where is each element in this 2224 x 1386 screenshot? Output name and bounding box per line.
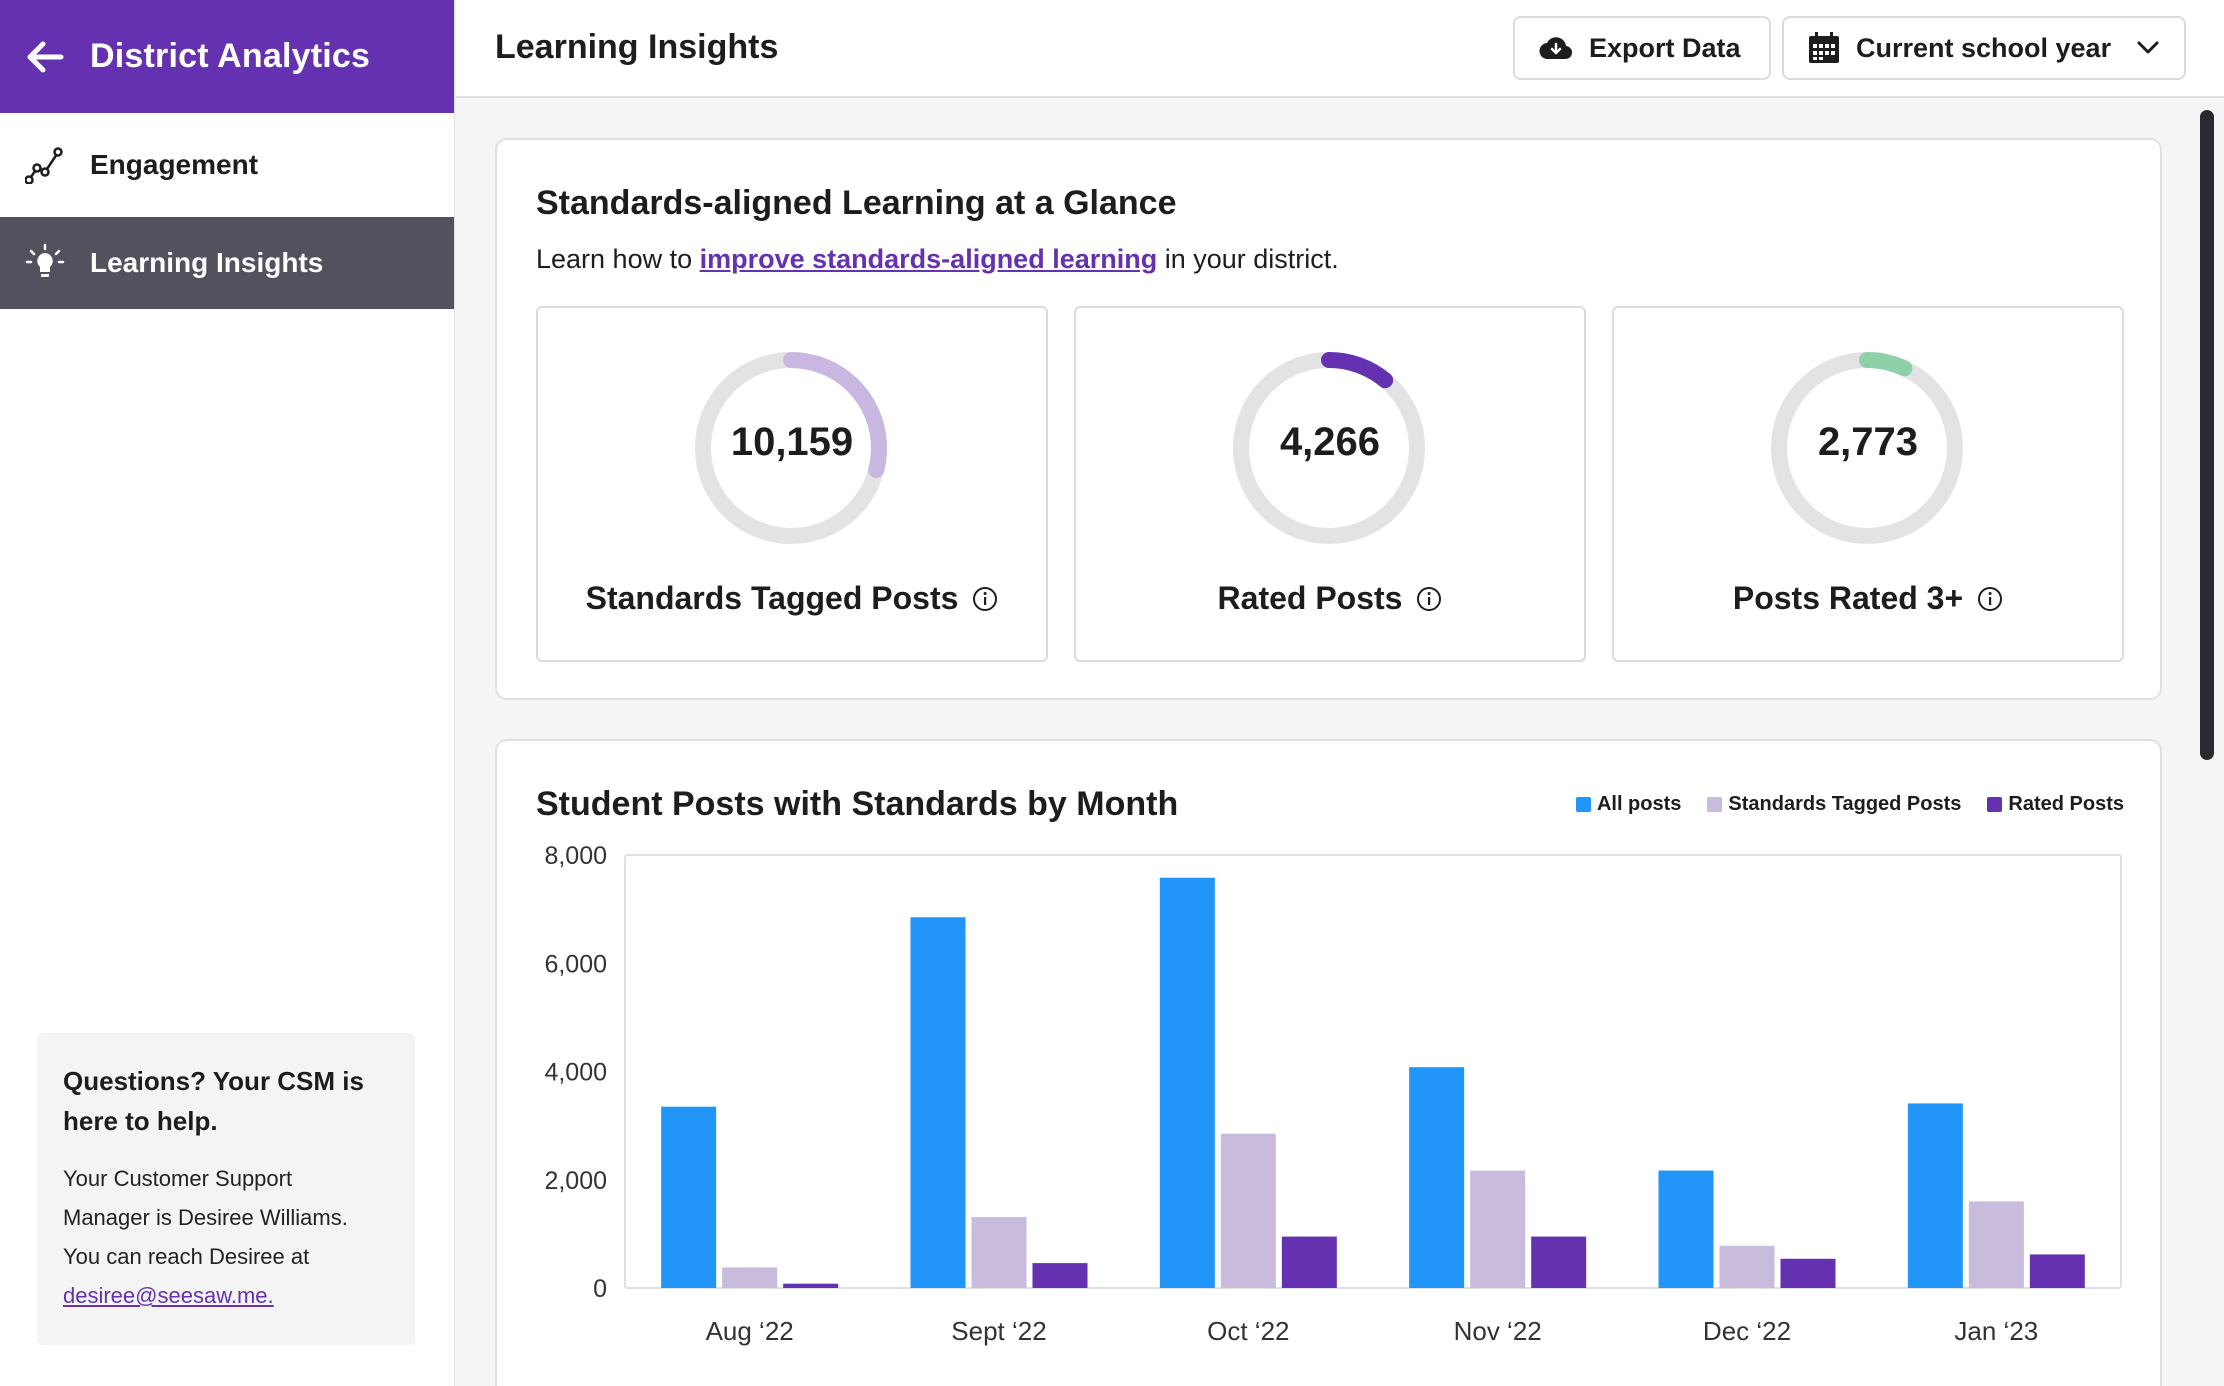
legend-item-rated-posts[interactable]: Rated Posts — [1987, 793, 2124, 816]
sidebar-item-learning-insights[interactable]: Learning Insights — [0, 217, 454, 309]
x-tick-label: Dec ‘22 — [1703, 1316, 1791, 1346]
bar-standards-tagged-posts[interactable] — [1719, 1245, 1775, 1288]
sidebar-title: District Analytics — [90, 37, 371, 75]
csm-text-3: You can reach Desiree at — [63, 1244, 310, 1269]
stat-label: Rated Posts — [1076, 580, 1584, 617]
back-arrow-icon[interactable] — [24, 36, 66, 78]
donut-ring — [695, 352, 887, 544]
legend-item-standards-tagged[interactable]: Standards Tagged Posts — [1707, 793, 1961, 816]
donut-arc — [695, 352, 887, 544]
export-data-label: Export Data — [1589, 32, 1741, 63]
legend-swatch — [1707, 797, 1723, 812]
sidebar-item-engagement[interactable]: Engagement — [0, 113, 454, 217]
stat-rated-posts: 4,266 Rated Posts — [1074, 306, 1586, 662]
bar-all-posts[interactable] — [910, 917, 966, 1288]
sidebar-header: District Analytics — [0, 0, 454, 113]
stat-value: 2,773 — [1817, 420, 1919, 464]
donut-arc — [1771, 352, 1963, 544]
cloud-download-icon — [1539, 35, 1573, 61]
lightbulb-icon — [24, 242, 66, 284]
sidebar-item-label: Learning Insights — [90, 247, 324, 278]
chart-legend: All posts Standards Tagged Posts Rated P… — [1550, 793, 2124, 816]
scrollbar[interactable] — [2200, 110, 2214, 760]
page-title: Learning Insights — [495, 28, 779, 66]
x-tick-label: Sept ‘22 — [951, 1316, 1046, 1346]
legend-label: Standards Tagged Posts — [1728, 793, 1962, 815]
donut-ring — [1233, 352, 1425, 544]
bar-rated-posts[interactable] — [1531, 1236, 1587, 1288]
donut-ring — [1771, 352, 1963, 544]
sidebar-item-label: Engagement — [90, 149, 259, 180]
x-tick-label: Oct ‘22 — [1207, 1316, 1289, 1346]
stat-value: 4,266 — [1279, 420, 1381, 464]
csm-heading: Questions? Your CSM is here to help. — [63, 1066, 364, 1136]
plot-area — [624, 854, 2122, 1289]
glance-subtitle: Learn how to improve standards-aligned l… — [536, 244, 1339, 275]
bar-all-posts[interactable] — [1409, 1067, 1465, 1288]
calendar-icon — [1808, 32, 1840, 64]
glance-sub-suffix: in your district. — [1157, 244, 1339, 274]
bar-rated-posts[interactable] — [783, 1283, 839, 1288]
csm-text-2: Manager is Desiree Williams. — [63, 1205, 348, 1230]
top-bar: Learning Insights Export Data Current sc… — [456, 0, 2224, 98]
csm-email-link[interactable]: desiree@seesaw.me. — [63, 1283, 274, 1308]
glance-card: Standards-aligned Learning at a Glance L… — [495, 138, 2162, 700]
export-data-button[interactable]: Export Data — [1513, 16, 1771, 80]
csm-text-1: Your Customer Support — [63, 1166, 293, 1191]
bar-chart: 0 2,000 4,000 6,000 8,000 Aug ‘22 Sept ‘22 Oct … — [544, 842, 2122, 1346]
chart-title: Student Posts with Standards by Month — [536, 785, 1179, 823]
legend-label: All posts — [1596, 793, 1682, 815]
period-select[interactable]: Current school year — [1782, 16, 2186, 80]
improve-learning-link[interactable]: improve standards-aligned learning — [699, 244, 1158, 274]
legend-item-all-posts[interactable]: All posts — [1575, 793, 1682, 816]
bar-all-posts[interactable] — [1907, 1103, 1963, 1288]
info-icon[interactable] — [972, 586, 998, 612]
bar-standards-tagged-posts[interactable] — [722, 1267, 778, 1288]
bar-standards-tagged-posts[interactable] — [1968, 1201, 2024, 1288]
y-tick-label: 0 — [593, 1275, 607, 1303]
donut-arc — [1233, 352, 1425, 544]
bar-rated-posts[interactable] — [1032, 1263, 1088, 1288]
y-tick-label: 4,000 — [544, 1059, 607, 1087]
stat-posts-rated-3plus: 2,773 Posts Rated 3+ — [1612, 306, 2124, 662]
glance-title: Standards-aligned Learning at a Glance — [536, 184, 1177, 222]
csm-help-card: Questions? Your CSM is here to help. You… — [37, 1033, 415, 1345]
chevron-down-icon — [2137, 41, 2159, 55]
bar-rated-posts[interactable] — [1281, 1236, 1337, 1288]
bar-all-posts[interactable] — [1658, 1170, 1714, 1288]
legend-swatch — [1575, 797, 1591, 812]
y-tick-label: 2,000 — [544, 1167, 607, 1195]
legend-label: Rated Posts — [2008, 793, 2124, 815]
period-select-value: Current school year — [1856, 32, 2112, 63]
legend-swatch — [1987, 797, 2003, 812]
stat-label: Posts Rated 3+ — [1614, 580, 2122, 617]
bar-all-posts[interactable] — [661, 1106, 717, 1288]
line-chart-icon — [24, 144, 66, 186]
bar-standards-tagged-posts[interactable] — [971, 1217, 1027, 1288]
sidebar: District Analytics Engagement Learning I… — [0, 0, 455, 1386]
info-icon[interactable] — [1416, 586, 1442, 612]
bar-rated-posts[interactable] — [2029, 1254, 2085, 1288]
bar-all-posts[interactable] — [1159, 877, 1215, 1288]
x-tick-label: Nov ‘22 — [1454, 1316, 1542, 1346]
bar-rated-posts[interactable] — [1780, 1258, 1836, 1288]
x-tick-label: Jan ‘23 — [1954, 1316, 2038, 1346]
bar-standards-tagged-posts[interactable] — [1470, 1170, 1526, 1288]
info-icon[interactable] — [1977, 586, 2003, 612]
glance-sub-prefix: Learn how to — [536, 244, 700, 274]
stat-standards-tagged: 10,159 Standards Tagged Posts — [536, 306, 1048, 662]
bar-standards-tagged-posts[interactable] — [1220, 1133, 1276, 1288]
chart-card: Student Posts with Standards by Month Al… — [495, 739, 2162, 1386]
x-tick-label: Aug ‘22 — [706, 1316, 794, 1346]
y-tick-label: 8,000 — [544, 842, 607, 870]
stat-value: 10,159 — [730, 420, 854, 464]
stat-label: Standards Tagged Posts — [538, 580, 1046, 617]
y-tick-label: 6,000 — [544, 950, 607, 978]
